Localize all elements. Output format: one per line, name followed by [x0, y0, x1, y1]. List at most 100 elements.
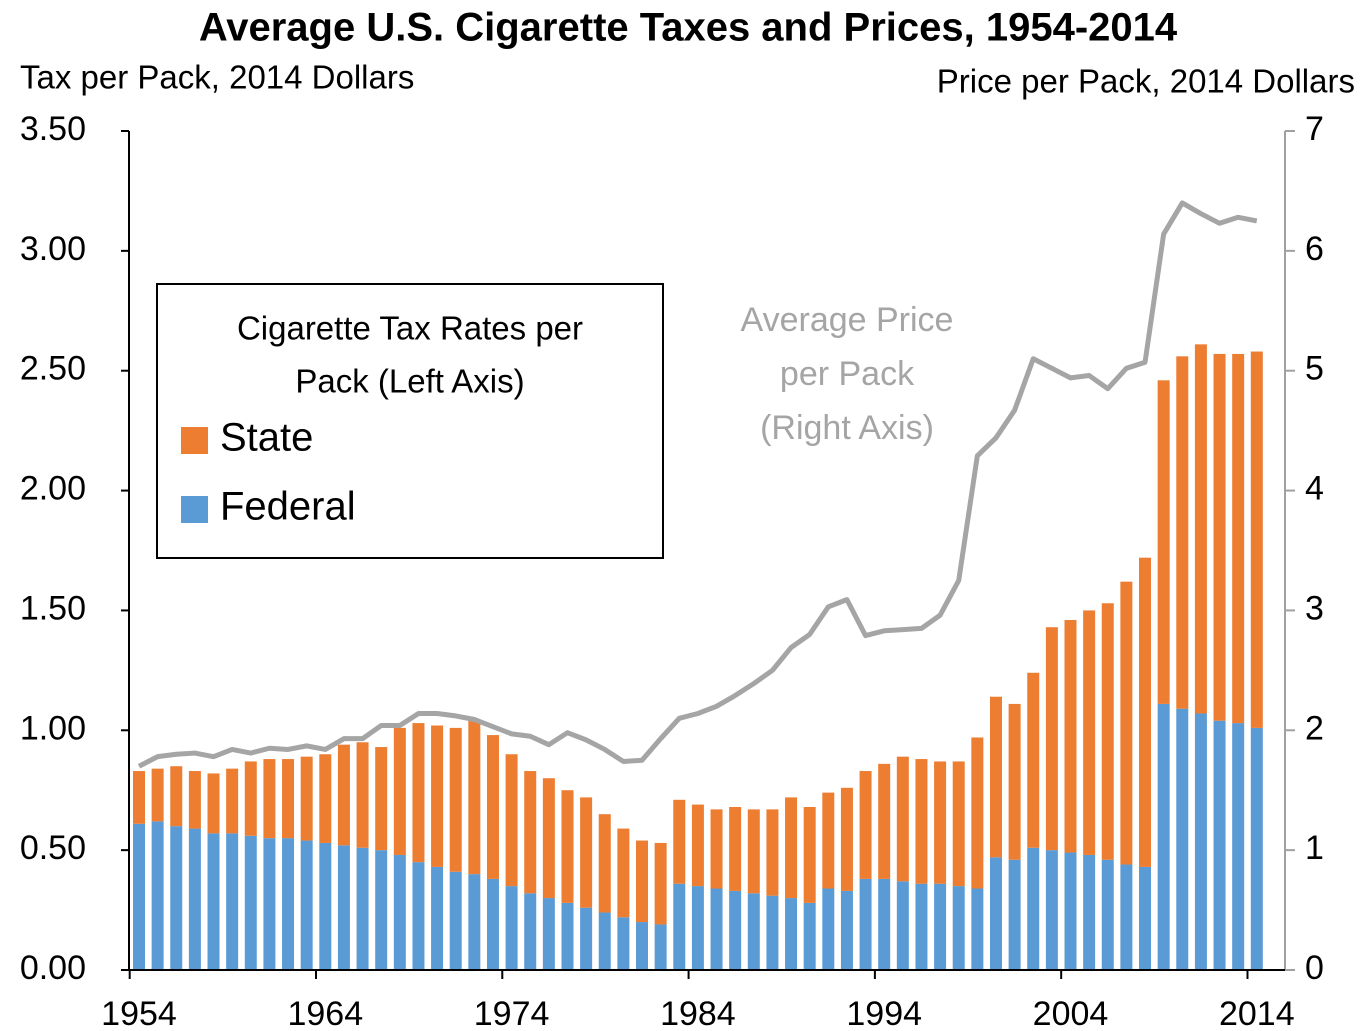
annotation: Average Price — [741, 301, 954, 339]
bar-segment — [1027, 847, 1040, 970]
bar-segment — [1101, 603, 1114, 860]
x-tick-label: 1964 — [287, 995, 363, 1031]
bar-segment — [1194, 713, 1207, 970]
bar-segment — [989, 696, 1002, 858]
bar-segment — [468, 874, 481, 970]
bar-segment — [486, 735, 499, 879]
legend-box — [156, 283, 664, 559]
y-tick-label: 0.00 — [20, 949, 86, 987]
bar-segment — [636, 922, 649, 970]
bar-segment — [263, 759, 276, 839]
bar-segment — [766, 895, 779, 970]
bar-segment — [1101, 859, 1114, 970]
bar-segment — [952, 886, 965, 970]
bar-segment — [785, 898, 798, 970]
annotation: per Pack — [780, 355, 915, 393]
bar-segment — [263, 838, 276, 970]
bar-segment — [337, 845, 350, 970]
bar-segment — [1120, 581, 1133, 865]
bar-segment — [188, 828, 201, 970]
bar-segment — [486, 878, 499, 970]
y2-tick-label: 3 — [1305, 589, 1324, 627]
bar-segment — [1064, 620, 1077, 853]
bar-segment — [747, 893, 760, 970]
x-tick-label: 1994 — [846, 995, 922, 1031]
bar-segment — [1250, 351, 1263, 728]
bar-segment — [356, 847, 369, 970]
bar-segment — [505, 754, 518, 887]
bar-segment — [1008, 859, 1021, 970]
bar-segment — [505, 886, 518, 970]
bar-segment — [1232, 353, 1245, 724]
bar-segment — [319, 754, 332, 843]
bar-segment — [803, 806, 816, 903]
bar-segment — [729, 806, 742, 891]
bar-segment — [524, 893, 537, 970]
bar-segment — [226, 768, 239, 834]
bar-segment — [375, 747, 388, 851]
y-tick-label: 3.50 — [20, 110, 86, 148]
bar-segment — [934, 761, 947, 884]
y2-tick-label: 0 — [1305, 949, 1324, 987]
bar-segment — [915, 883, 928, 970]
bar-segment — [393, 854, 406, 970]
bar-segment — [1139, 866, 1152, 970]
bar-segment — [822, 792, 835, 889]
bar-segment — [747, 809, 760, 894]
bar-segment — [300, 840, 313, 970]
bar-segment — [989, 857, 1002, 970]
bar-segment — [710, 888, 723, 970]
bar-segment — [1213, 720, 1226, 970]
bar-segment — [151, 821, 164, 970]
bar-segment — [785, 797, 798, 899]
bar-segment — [673, 883, 686, 970]
x-tick-label: 1984 — [660, 995, 736, 1031]
bar-segment — [244, 761, 257, 836]
bar-segment — [244, 835, 257, 970]
bar-segment — [580, 907, 593, 970]
bar-segment — [449, 727, 462, 872]
bar-segment — [431, 725, 444, 867]
bar-segment — [1027, 672, 1040, 848]
bar-segment — [617, 917, 630, 970]
bar-segment — [691, 804, 704, 887]
price-line — [137, 200, 1258, 769]
bar-segment — [1157, 380, 1170, 704]
bar-segment — [1232, 723, 1245, 970]
bar-segment — [300, 756, 313, 841]
x-tick-label: 1954 — [101, 995, 177, 1031]
legend-title: Cigarette Tax Rates per — [237, 310, 583, 347]
bar-segment — [393, 727, 406, 855]
x-tick-label: 2014 — [1219, 995, 1295, 1031]
bar-segment — [1008, 703, 1021, 860]
bar-segment — [375, 850, 388, 970]
bar-segment — [133, 771, 145, 824]
bar-segment — [822, 888, 835, 970]
y2-tick-label: 5 — [1305, 350, 1324, 388]
bar-segment — [468, 720, 481, 875]
bar-segment — [170, 826, 183, 970]
bar-segment — [1120, 864, 1133, 970]
bar-segment — [337, 744, 350, 846]
bar-segment — [729, 890, 742, 970]
bar-segment — [1045, 850, 1058, 970]
bar-segment — [617, 828, 630, 918]
bar-segment — [319, 842, 332, 970]
chart-title: Average U.S. Cigarette Taxes and Prices,… — [199, 6, 1178, 50]
bar-segment — [636, 840, 649, 923]
y-tick-label: 3.00 — [20, 230, 86, 268]
bar-segment — [580, 797, 593, 908]
y-tick-label: 2.00 — [20, 470, 86, 508]
bar-segment — [952, 761, 965, 887]
bar-segment — [654, 842, 667, 925]
bar-segment — [878, 763, 891, 879]
bar-segment — [561, 902, 574, 970]
y2-tick-label: 7 — [1305, 110, 1324, 148]
y-axis-title: Tax per Pack, 2014 Dollars — [20, 59, 414, 96]
bar-segment — [971, 888, 984, 970]
bar-segment — [840, 787, 853, 891]
bar-segment — [896, 756, 909, 882]
y2-axis-title: Price per Pack, 2014 Dollars — [937, 63, 1355, 100]
bar-segment — [282, 838, 295, 970]
